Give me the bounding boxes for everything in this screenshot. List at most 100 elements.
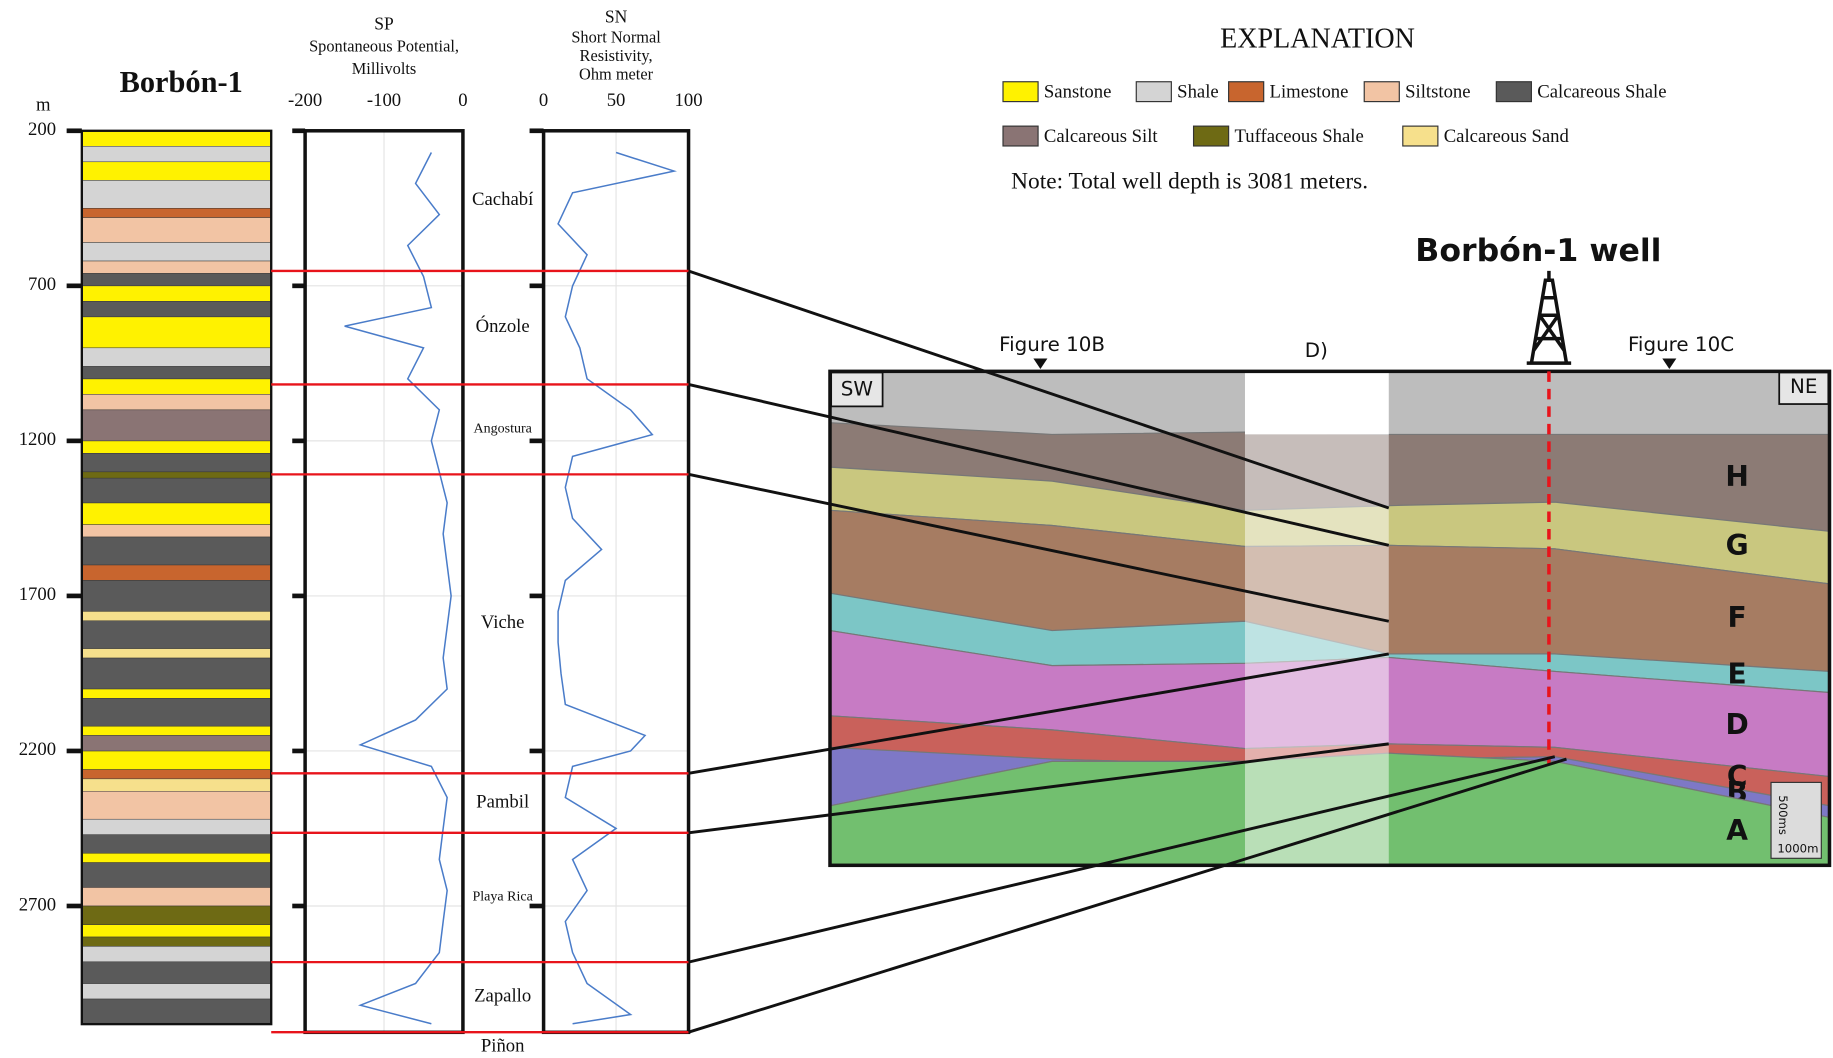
figure: Borbón-1 m EXPLANATION Note: Total well … bbox=[0, 0, 1833, 1058]
strip-top bbox=[1245, 371, 1389, 434]
depth-tick-label: 200 bbox=[28, 119, 56, 140]
lithology-layer bbox=[82, 273, 271, 285]
log-curve bbox=[345, 153, 451, 1024]
lithology-layer bbox=[82, 658, 271, 689]
lithology-layer bbox=[82, 441, 271, 453]
lithology-layer bbox=[82, 770, 271, 779]
lithology-layer bbox=[82, 726, 271, 735]
ne-label: NE bbox=[1790, 375, 1817, 398]
lithology-layer bbox=[82, 835, 271, 854]
track-subtitle: Resistivity, bbox=[580, 46, 653, 65]
lithology-layer bbox=[82, 962, 271, 984]
lithology-layer bbox=[82, 478, 271, 503]
formation-label: Ónzole bbox=[476, 315, 530, 337]
lithology-layer bbox=[82, 863, 271, 888]
marker bbox=[1662, 359, 1676, 370]
lithology-layer bbox=[82, 649, 271, 658]
legend-swatch bbox=[1364, 82, 1399, 102]
note: Note: Total well depth is 3081 meters. bbox=[1011, 169, 1368, 195]
x-tick-label: 50 bbox=[607, 90, 626, 111]
formation-label: Zapallo bbox=[474, 985, 531, 1006]
legend-label: Calcareous Shale bbox=[1537, 82, 1666, 103]
unit-label: A bbox=[1726, 814, 1748, 847]
legend-swatch bbox=[1496, 82, 1531, 102]
x-tick-label: 100 bbox=[675, 90, 703, 111]
x-tick-label: -100 bbox=[367, 90, 401, 111]
unit-label: D bbox=[1725, 708, 1748, 741]
legend-swatch bbox=[1136, 82, 1171, 102]
depth-tick-label: 1700 bbox=[19, 584, 56, 605]
depth-tick-label: 1200 bbox=[19, 429, 56, 450]
depth-tick-label: 700 bbox=[28, 274, 56, 295]
lithology-layer bbox=[82, 925, 271, 937]
track-subtitle: Spontaneous Potential, bbox=[309, 37, 459, 56]
x-tick-label: -200 bbox=[288, 90, 322, 111]
unit-label: G bbox=[1726, 529, 1749, 562]
lithology-layer bbox=[82, 394, 271, 410]
lithology-layer bbox=[82, 689, 271, 698]
lithology-layer bbox=[82, 410, 271, 441]
legend-label: Calcareous Sand bbox=[1444, 126, 1570, 147]
legend-swatch bbox=[1403, 126, 1438, 146]
legend-label: Sanstone bbox=[1044, 82, 1112, 103]
lithology-layer bbox=[82, 751, 271, 770]
sw-label: SW bbox=[841, 378, 873, 401]
lithology-layer bbox=[82, 698, 271, 726]
track-subtitle: Millivolts bbox=[352, 59, 417, 78]
page: { "well_log": { "title": "Borbón-1", "de… bbox=[0, 0, 1833, 1058]
formation-label: Angostura bbox=[473, 422, 532, 437]
legend-label: Calcareous Silt bbox=[1044, 126, 1159, 147]
lithology-layer bbox=[82, 735, 271, 751]
lithology-layer bbox=[82, 218, 271, 243]
formation-label: Viche bbox=[481, 612, 525, 633]
lithology-layer bbox=[82, 180, 271, 208]
panel-label: D) bbox=[1305, 339, 1328, 362]
depth-tick-label: 2200 bbox=[19, 739, 56, 760]
figure-b-label: Figure 10B bbox=[999, 333, 1105, 356]
unit-label: F bbox=[1728, 601, 1747, 634]
lithology-layer bbox=[82, 348, 271, 367]
lithology-layer bbox=[82, 379, 271, 395]
lithology-layer bbox=[82, 984, 271, 1000]
section-title: Borbón-1 well bbox=[1415, 233, 1661, 269]
lithology-layer bbox=[82, 301, 271, 317]
legend-swatch bbox=[1229, 82, 1264, 102]
lithology-layer bbox=[82, 580, 271, 611]
lithology-layer bbox=[82, 146, 271, 162]
well-title: Borbón-1 bbox=[120, 65, 243, 99]
lithology-layer bbox=[82, 261, 271, 273]
formation-label: Playa Rica bbox=[472, 890, 533, 905]
lithology-layer bbox=[82, 317, 271, 348]
lithology-layer bbox=[82, 779, 271, 791]
lithology-layer bbox=[82, 819, 271, 835]
lithology-layer bbox=[82, 208, 271, 217]
lithology-layer bbox=[82, 286, 271, 302]
track-subtitle: Short Normal bbox=[571, 27, 661, 46]
lithology-layer bbox=[82, 621, 271, 649]
legend-swatch bbox=[1003, 126, 1038, 146]
lithology-layer bbox=[82, 472, 271, 478]
scale-horizontal: 1000m bbox=[1777, 841, 1818, 855]
legend-label: Shale bbox=[1177, 82, 1219, 103]
formation-label: Pambil bbox=[476, 791, 529, 812]
formation-label: Cachabí bbox=[472, 189, 533, 210]
lithology-layer bbox=[82, 242, 271, 261]
lithology-layer bbox=[82, 937, 271, 946]
lithology-layer bbox=[82, 162, 271, 181]
lithology-layer bbox=[82, 791, 271, 819]
lithology-layer bbox=[82, 611, 271, 620]
lithology-layer bbox=[82, 525, 271, 537]
legend-label: Tuffaceous Shale bbox=[1234, 126, 1363, 147]
track-title: SN bbox=[605, 7, 628, 27]
lithology-layer bbox=[82, 453, 271, 472]
legend-swatch bbox=[1194, 126, 1229, 146]
depth-unit: m bbox=[36, 95, 51, 116]
scale-vertical: 500ms bbox=[1776, 795, 1790, 835]
lithology-layer bbox=[82, 503, 271, 525]
x-tick-label: 0 bbox=[458, 90, 467, 111]
track-title: SP bbox=[374, 14, 394, 34]
lithology-layer bbox=[82, 537, 271, 565]
track-subtitle: Ohm meter bbox=[579, 65, 654, 84]
legend-swatch bbox=[1003, 82, 1038, 102]
legend-title: EXPLANATION bbox=[1220, 23, 1415, 54]
